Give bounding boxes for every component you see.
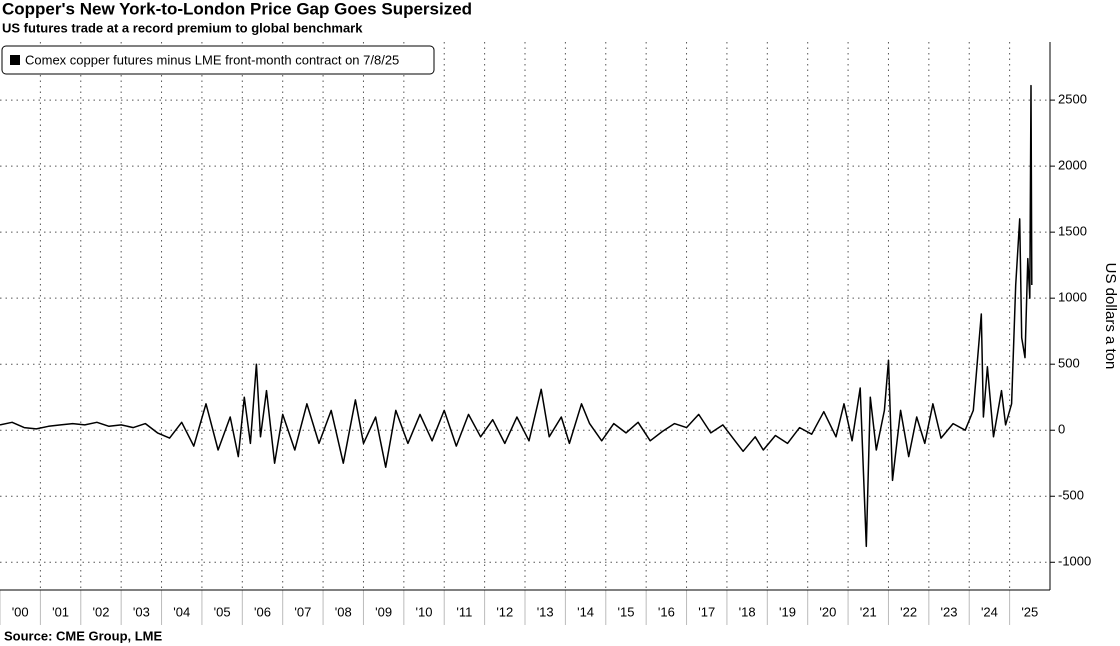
y-tick-label: 0: [1058, 422, 1065, 437]
x-tick-label: '02: [92, 604, 109, 619]
legend-swatch: [10, 55, 20, 65]
source: Source: CME Group, LME: [4, 628, 163, 643]
x-tick-label: '21: [860, 604, 877, 619]
x-tick-label: '13: [537, 604, 554, 619]
x-tick-label: '18: [739, 604, 756, 619]
y-tick-label: 1500: [1058, 224, 1087, 239]
y-tick-label: -500: [1058, 488, 1084, 503]
x-tick-label: '07: [294, 604, 311, 619]
x-tick-label: '05: [214, 604, 231, 619]
y-axis-title: US dollars a ton: [1102, 263, 1119, 370]
y-tick-label: 500: [1058, 356, 1080, 371]
y-tick-label: 2500: [1058, 92, 1087, 107]
legend-box: [1, 45, 435, 75]
x-tick-label: '23: [941, 604, 958, 619]
x-tick-label: '16: [658, 604, 675, 619]
x-tick-label: '08: [335, 604, 352, 619]
chart-subtitle: US futures trade at a record premium to …: [2, 20, 363, 35]
legend-label: Comex copper futures minus LME front-mon…: [25, 52, 399, 67]
y-tick-label: 1000: [1058, 290, 1087, 305]
x-tick-label: '14: [577, 604, 594, 619]
x-tick-label: '17: [698, 604, 715, 619]
x-tick-label: '22: [900, 604, 917, 619]
x-tick-label: '01: [52, 604, 69, 619]
x-tick-label: '10: [416, 604, 433, 619]
y-tick-label: 2000: [1058, 158, 1087, 173]
x-tick-label: '11: [456, 604, 472, 619]
x-tick-label: '19: [779, 604, 796, 619]
x-tick-label: '15: [617, 604, 634, 619]
x-tick-label: '09: [375, 604, 392, 619]
y-tick-label: -1000: [1058, 554, 1091, 569]
x-tick-label: '25: [1021, 604, 1038, 619]
x-tick-label: '00: [12, 604, 29, 619]
chart-title: Copper's New York-to-London Price Gap Go…: [2, 0, 472, 18]
x-tick-label: '04: [173, 604, 190, 619]
x-tick-label: '12: [496, 604, 513, 619]
x-tick-label: '20: [819, 604, 836, 619]
x-tick-label: '06: [254, 604, 271, 619]
x-tick-label: '24: [981, 604, 998, 619]
data-line: [0, 84, 1033, 548]
x-tick-label: '03: [133, 604, 150, 619]
